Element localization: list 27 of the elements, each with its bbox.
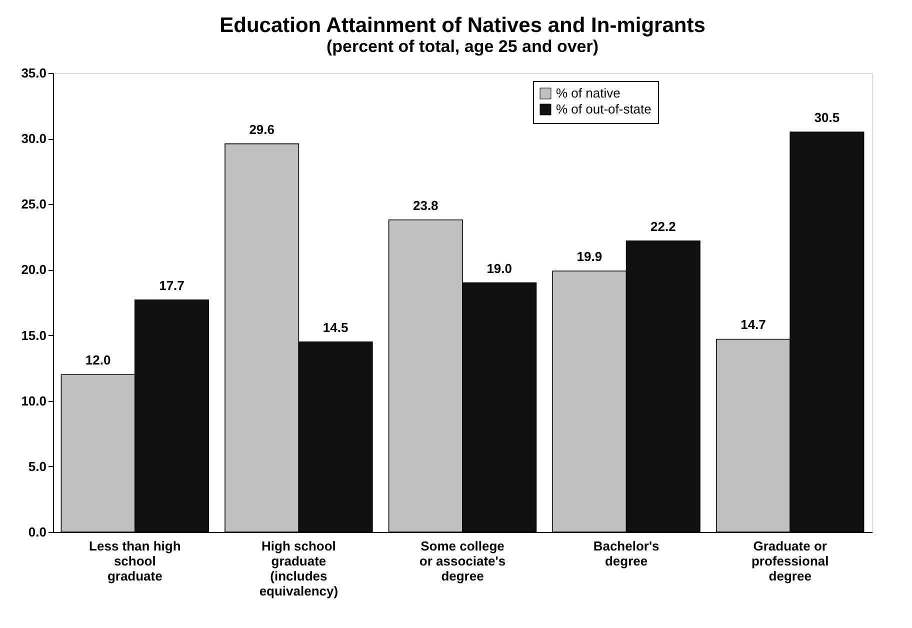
data-label: 17.7 bbox=[159, 278, 184, 293]
data-label: 30.5 bbox=[814, 110, 840, 126]
data-label: 14.5 bbox=[322, 320, 348, 335]
y-tick-label: 5.0 bbox=[28, 458, 46, 474]
chart-title: Education Attainment of Natives and In-migrants bbox=[220, 14, 706, 37]
data-label: 12.0 bbox=[85, 352, 111, 368]
y-tick-label: 35.0 bbox=[21, 66, 46, 80]
x-tick-label: Less than high school graduate bbox=[89, 538, 181, 584]
y-tick-label: 10.0 bbox=[21, 393, 46, 408]
y-tick-label: 15.0 bbox=[21, 328, 46, 343]
data-label: 19.9 bbox=[576, 249, 602, 264]
legend-label: % of native bbox=[556, 86, 620, 100]
x-tick-label: Graduate or professional degree bbox=[751, 538, 829, 584]
data-label: 23.8 bbox=[412, 198, 438, 213]
y-tick-label: 20.0 bbox=[21, 262, 46, 278]
y-tick-label: 30.0 bbox=[21, 131, 46, 146]
x-tick-label: Bachelor's degree bbox=[593, 538, 660, 568]
data-label: 22.2 bbox=[650, 218, 676, 234]
data-label: 19.0 bbox=[486, 260, 512, 276]
x-tick-label: High school graduate (includes equivalency) bbox=[259, 538, 338, 598]
legend-label: % of out-of-state bbox=[556, 102, 652, 116]
chart-subtitle: (percent of total, age 25 and over) bbox=[326, 37, 599, 56]
y-tick-label: 25.0 bbox=[21, 196, 46, 212]
x-tick-label: Some college or associate's degree bbox=[419, 538, 506, 584]
data-label: 29.6 bbox=[249, 122, 274, 137]
y-tick-label: 0.0 bbox=[28, 524, 46, 540]
data-label: 14.7 bbox=[740, 317, 766, 332]
